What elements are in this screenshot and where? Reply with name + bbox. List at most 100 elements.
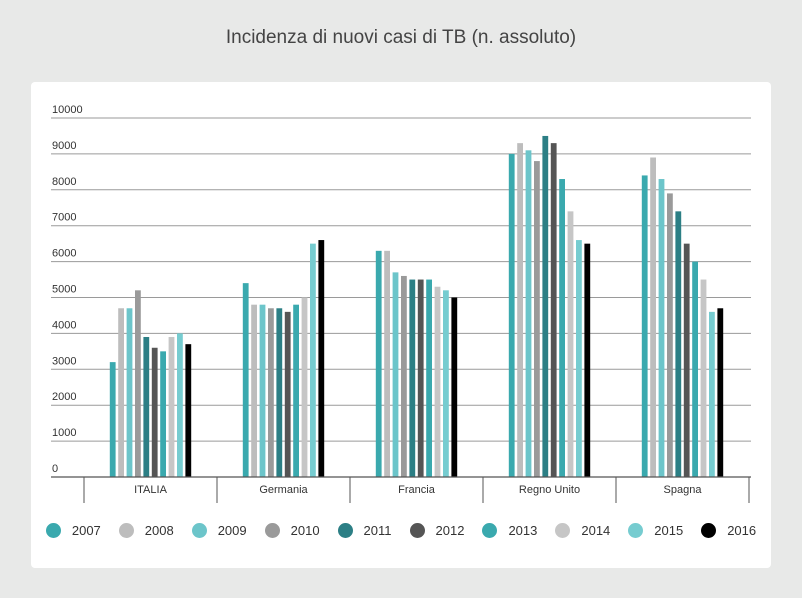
legend-item: 2013: [482, 523, 537, 538]
bar: [542, 135, 549, 477]
legend-marker: [409, 523, 425, 538]
legend-label: 2009: [217, 523, 247, 538]
y-tick-label: 4000: [52, 319, 76, 331]
legend-marker: [118, 523, 134, 538]
bar: [584, 243, 591, 477]
bar: [301, 297, 308, 477]
bar: [517, 143, 523, 477]
legend-label: 2010: [290, 523, 320, 538]
y-axis-ticks: 0 1000 2000 3000 4000 5000 6000 7000 8000 9000 100…: [52, 104, 83, 475]
y-tick-label: 1000: [52, 427, 76, 439]
legend-label: 2013: [508, 523, 538, 538]
bar: [143, 336, 150, 477]
bar: [559, 179, 565, 477]
legend-marker: [264, 523, 280, 538]
bar: [318, 240, 325, 477]
bar: [434, 286, 441, 477]
legend-label: 2008: [144, 523, 174, 538]
bar: [268, 308, 274, 477]
legend-item: 2014: [555, 523, 610, 538]
y-tick-label: 5000: [52, 284, 76, 296]
bar: [451, 297, 458, 477]
bars: [109, 135, 724, 477]
bar: [717, 308, 724, 477]
bar: [109, 362, 116, 477]
legend-marker: [482, 523, 498, 538]
legend: 2007 2008 2009 2010 2011 2012 2013 2014 2015 2016: [0, 523, 802, 538]
bar: [534, 161, 540, 477]
bar: [375, 250, 382, 477]
y-tick-label: 7000: [52, 212, 76, 224]
y-tick-label: 10000: [52, 104, 83, 116]
y-tick-label: 9000: [52, 140, 76, 152]
legend-item: 2012: [409, 523, 465, 538]
chart-panel: 0 1000 2000 3000 4000 5000 6000 7000 8000 9000 100…: [31, 82, 771, 568]
bar: [576, 240, 582, 477]
category-label: ITALIA: [134, 484, 167, 496]
legend-item: 2011: [337, 523, 392, 538]
x-axis-categories: ITALIA Germania Francia Regno Unito Spagna: [134, 484, 702, 496]
chart-title: Incidenza di nuovi casi di TB (n. assolu…: [225, 27, 577, 48]
bar: [550, 143, 557, 477]
bar: [683, 243, 690, 477]
bar: [160, 351, 166, 477]
bar: [392, 272, 399, 477]
legend-marker: [628, 523, 644, 538]
bar: [151, 347, 158, 477]
y-tick-label: 3000: [52, 355, 76, 367]
bar: [276, 308, 283, 477]
legend-marker: [701, 523, 717, 538]
bar: [168, 336, 175, 477]
bar: [259, 304, 266, 477]
bar: [251, 304, 257, 477]
bar: [177, 333, 183, 477]
category-label: Germania: [259, 484, 308, 496]
bar: [126, 308, 133, 477]
bar: [641, 175, 648, 477]
bar: [135, 290, 141, 477]
bar: [443, 290, 449, 477]
legend-label: 2014: [581, 523, 611, 538]
bar: [658, 179, 665, 477]
category-label: Spagna: [664, 484, 703, 496]
category-label: Regno Unito: [519, 484, 580, 496]
legend-item: 2007: [45, 523, 101, 538]
category-label: Francia: [398, 484, 436, 496]
bar: [310, 243, 316, 477]
legend-item: 2015: [628, 523, 683, 538]
bar-chart: 0 1000 2000 3000 4000 5000 6000 7000 8000 9000 100…: [51, 104, 751, 503]
legend-item: 2008: [118, 523, 174, 538]
legend-label: 2015: [654, 523, 684, 538]
legend-label: 2012: [435, 523, 465, 538]
y-tick-label: 8000: [52, 176, 76, 188]
bar: [709, 311, 715, 477]
legend-label: 2007: [71, 523, 101, 538]
bar: [409, 279, 416, 477]
y-tick-label: 2000: [52, 391, 76, 403]
legend-label: 2016: [727, 523, 757, 538]
bar: [118, 308, 124, 477]
legend-label: 2011: [363, 523, 392, 538]
bar: [417, 279, 424, 477]
legend-item: 2010: [264, 523, 320, 538]
x-axis: [51, 476, 751, 503]
legend-marker: [191, 523, 207, 538]
y-tick-label: 6000: [52, 248, 76, 260]
bar: [675, 211, 682, 477]
bar: [242, 283, 249, 477]
bar: [692, 261, 698, 477]
bar: [667, 193, 673, 477]
y-tick-label: 0: [52, 463, 58, 475]
bar: [284, 311, 291, 477]
legend-marker: [45, 523, 61, 538]
bar: [426, 279, 432, 477]
legend-marker: [337, 523, 353, 538]
bar: [401, 275, 407, 477]
bar: [384, 250, 390, 477]
bar: [525, 150, 532, 477]
bar: [567, 211, 574, 477]
bar: [293, 304, 299, 477]
bar: [185, 344, 192, 477]
legend-item: 2016: [701, 523, 756, 538]
bar: [650, 157, 656, 477]
